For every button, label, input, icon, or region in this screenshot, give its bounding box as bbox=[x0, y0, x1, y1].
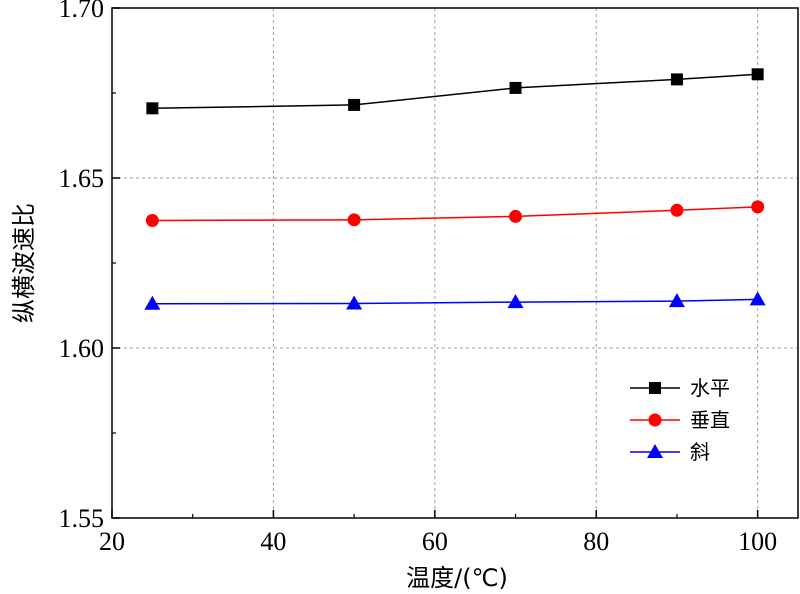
data-point bbox=[668, 293, 685, 308]
legend-item: 垂直 bbox=[630, 408, 730, 432]
y-tick-label: 1.55 bbox=[59, 504, 105, 533]
data-point bbox=[670, 73, 683, 86]
data-point bbox=[749, 291, 766, 306]
data-point bbox=[507, 294, 524, 309]
x-tick-label: 20 bbox=[99, 527, 125, 556]
data-point bbox=[751, 68, 764, 81]
series-triangle bbox=[144, 291, 766, 310]
series bbox=[144, 68, 766, 310]
data-point bbox=[670, 203, 684, 217]
x-tick-label: 80 bbox=[583, 527, 609, 556]
legend-marker bbox=[648, 413, 662, 427]
y-tick-label: 1.60 bbox=[59, 334, 105, 363]
legend-label: 斜 bbox=[690, 440, 710, 464]
x-axis-title: 温度/(℃) bbox=[406, 564, 508, 592]
data-point bbox=[347, 213, 361, 227]
data-point bbox=[751, 200, 765, 214]
data-point bbox=[145, 214, 159, 227]
data-point bbox=[348, 98, 361, 111]
legend-item: 斜 bbox=[630, 440, 710, 464]
data-point bbox=[509, 81, 522, 94]
legend-item: 水平 bbox=[630, 376, 730, 400]
grid bbox=[112, 8, 798, 518]
series-circle bbox=[145, 200, 765, 227]
legend-marker bbox=[649, 382, 661, 394]
y-axis-title: 纵横波速比 bbox=[10, 203, 38, 323]
legend-marker bbox=[647, 444, 663, 458]
data-point bbox=[146, 102, 159, 115]
axis-ticks: 20 40 60 80 100 1.55 1.60 1.65 1.70 bbox=[59, 0, 778, 556]
y-tick-label: 1.65 bbox=[59, 164, 105, 193]
data-point bbox=[346, 295, 363, 310]
series-line bbox=[152, 206, 758, 222]
series-square bbox=[146, 68, 764, 115]
y-tick-label: 1.70 bbox=[59, 0, 105, 23]
series-line bbox=[152, 73, 758, 110]
legend-label: 水平 bbox=[690, 376, 730, 400]
series-line bbox=[152, 298, 758, 305]
data-point bbox=[144, 295, 161, 310]
x-tick-label: 60 bbox=[422, 527, 448, 556]
legend-label: 垂直 bbox=[690, 408, 730, 432]
x-tick-label: 40 bbox=[260, 527, 286, 556]
data-point bbox=[509, 209, 523, 223]
x-tick-label: 100 bbox=[738, 527, 777, 556]
